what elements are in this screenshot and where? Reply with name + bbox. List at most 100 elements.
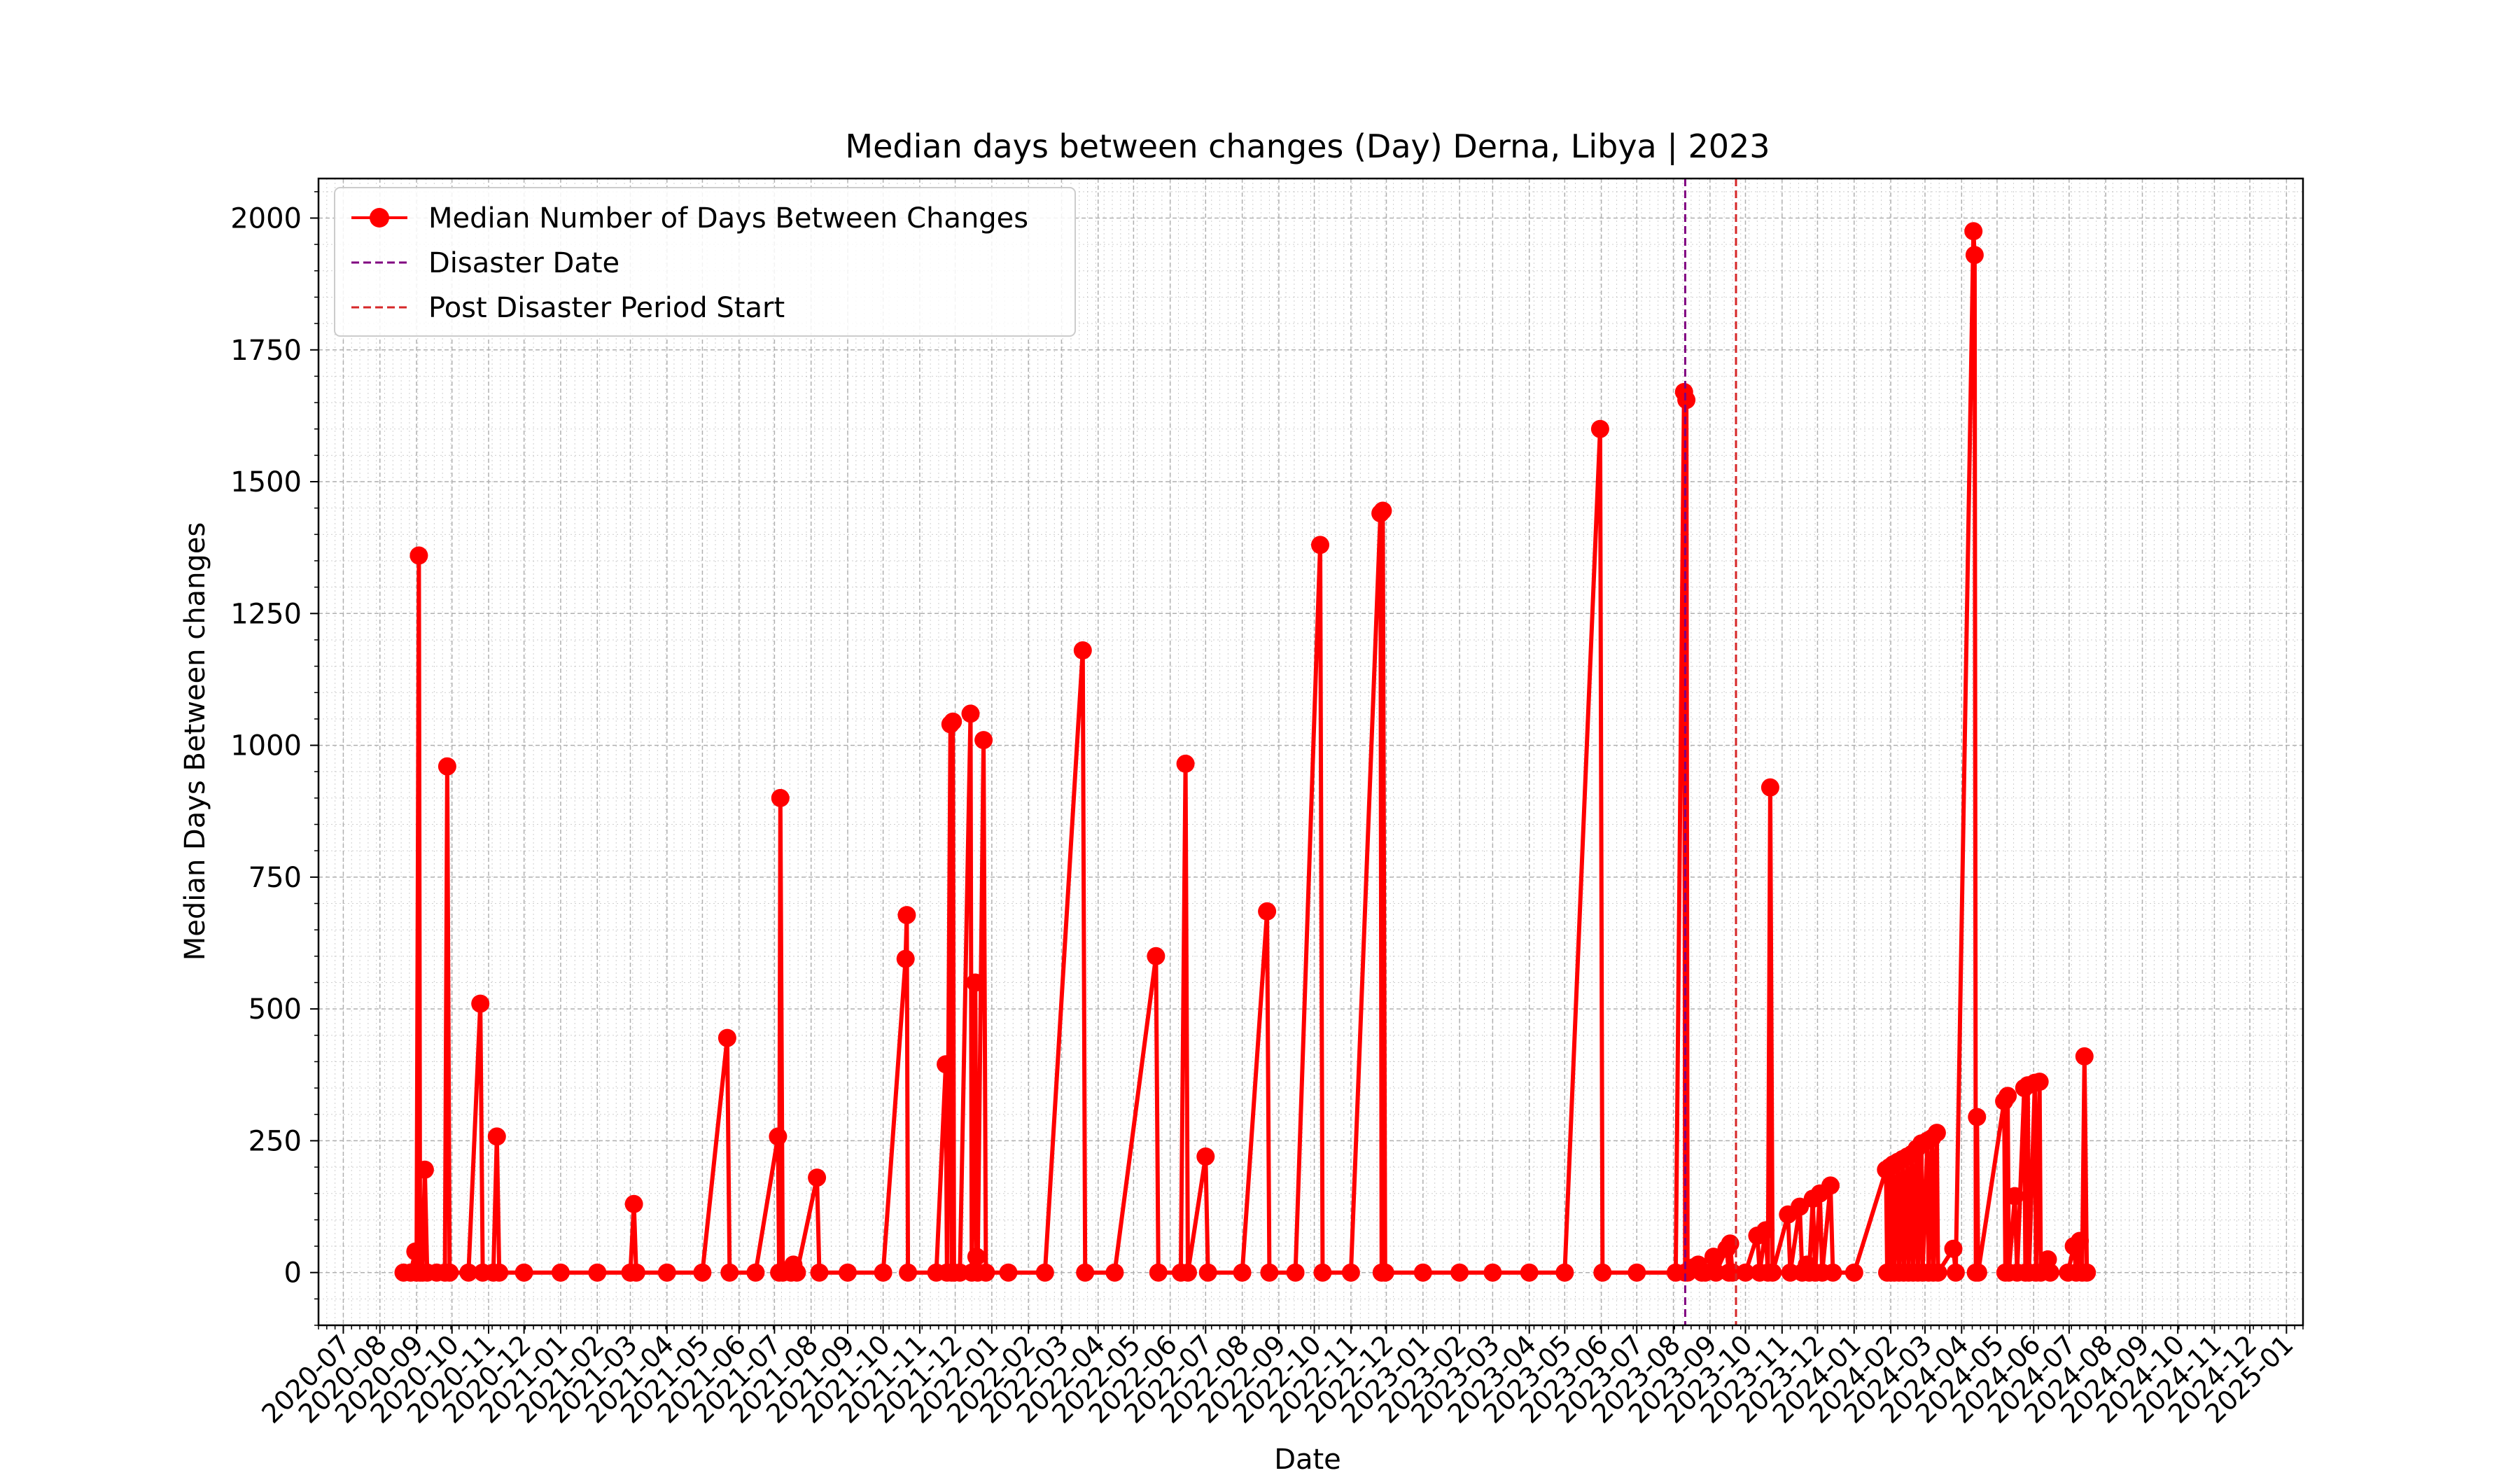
data-point: [1707, 1263, 1726, 1282]
data-point: [1073, 641, 1092, 659]
data-point: [1555, 1263, 1574, 1282]
data-point: [624, 1194, 643, 1213]
data-point: [1413, 1263, 1432, 1282]
series-layer: [394, 222, 2096, 1282]
y-tick-label: 0: [284, 1257, 302, 1290]
data-point: [769, 1127, 788, 1146]
data-point: [1483, 1263, 1502, 1282]
data-point: [896, 949, 915, 968]
data-point: [976, 1263, 995, 1282]
x-axis: 2020-072020-082020-092020-102020-112020-…: [255, 1325, 2304, 1430]
data-point: [2071, 1231, 2090, 1250]
data-point: [693, 1263, 712, 1282]
data-point: [487, 1127, 506, 1146]
data-point: [1035, 1263, 1054, 1282]
data-point: [588, 1263, 607, 1282]
data-point: [974, 731, 993, 750]
data-point: [1196, 1147, 1215, 1166]
data-point: [1704, 1248, 1723, 1266]
y-axis: 0 250 500 750 1000 1250 1500 1750 2000: [230, 191, 318, 1326]
y-tick-label: 1000: [230, 730, 302, 762]
data-point: [1450, 1263, 1469, 1282]
data-point: [746, 1263, 765, 1282]
data-point: [1946, 1263, 1965, 1282]
data-point: [1928, 1263, 1947, 1282]
legend: Median Number of Days Between Changes Di…: [334, 187, 1076, 337]
data-point: [1927, 1124, 1946, 1143]
data-point: [1756, 1221, 1775, 1240]
data-point: [967, 1248, 986, 1266]
data-point: [897, 906, 916, 925]
data-point: [1176, 754, 1195, 773]
data-point: [410, 546, 428, 565]
y-tick-label: 2000: [230, 202, 302, 235]
reference-lines: [1684, 179, 1737, 1325]
data-point: [1179, 1263, 1197, 1282]
y-tick-label: 1250: [230, 598, 302, 630]
data-point: [1520, 1263, 1539, 1282]
data-point: [471, 994, 490, 1013]
data-point: [1076, 1263, 1095, 1282]
data-point: [1965, 246, 1984, 265]
x-axis-label: Date: [1274, 1444, 1341, 1470]
data-point: [771, 788, 790, 807]
data-point: [1677, 391, 1696, 410]
data-point: [1944, 1239, 1963, 1258]
data-point: [2030, 1073, 2049, 1091]
chart-title: Median days between changes (Day) Derna,…: [845, 127, 1770, 166]
data-point: [2005, 1187, 2024, 1206]
data-point: [944, 712, 962, 731]
data-point: [415, 1160, 434, 1179]
y-tick-label: 1750: [230, 335, 302, 367]
data-point: [718, 1028, 736, 1047]
data-point: [551, 1263, 570, 1282]
data-point: [1763, 1263, 1782, 1282]
legend-series-marker: [370, 208, 389, 228]
data-point: [874, 1263, 892, 1282]
data-point: [1736, 1263, 1755, 1282]
data-point: [1721, 1234, 1740, 1253]
data-point: [966, 973, 985, 992]
data-point: [440, 1263, 459, 1282]
data-point: [810, 1263, 829, 1282]
data-point: [2040, 1263, 2059, 1282]
data-point: [657, 1263, 676, 1282]
data-point: [1147, 947, 1166, 965]
data-point: [438, 757, 456, 776]
data-point: [788, 1263, 806, 1282]
data-point: [1373, 501, 1392, 520]
data-point: [1286, 1263, 1305, 1282]
series-line: [403, 229, 2090, 1275]
data-point: [459, 1263, 478, 1282]
data-point: [2075, 1047, 2094, 1066]
data-point: [937, 1055, 955, 1074]
data-point: [1593, 1263, 1612, 1282]
y-tick-label: 750: [248, 862, 302, 894]
data-point: [1628, 1263, 1646, 1282]
data-point: [999, 1263, 1018, 1282]
data-point: [1964, 222, 1983, 241]
data-point: [490, 1263, 509, 1282]
data-point: [1313, 1263, 1332, 1282]
y-tick-label: 1500: [230, 466, 302, 498]
data-point: [1198, 1263, 1217, 1282]
data-point: [1823, 1263, 1842, 1282]
legend-box: [334, 187, 1076, 337]
data-point: [1968, 1263, 1987, 1282]
legend-series-label: Median Number of Days Between Changes: [428, 202, 1028, 235]
data-point: [961, 704, 980, 723]
legend-post-label: Post Disaster Period Start: [428, 292, 785, 324]
legend-disaster-label: Disaster Date: [428, 247, 620, 279]
data-point: [808, 1168, 827, 1187]
data-point: [1590, 419, 1609, 438]
data-point: [1105, 1263, 1124, 1282]
data-point: [626, 1263, 645, 1282]
data-point: [1341, 1263, 1360, 1282]
data-point: [1821, 1176, 1840, 1195]
data-point: [720, 1263, 739, 1282]
data-point: [839, 1263, 857, 1282]
data-point: [2078, 1263, 2096, 1282]
data-point: [1258, 902, 1277, 921]
data-point: [1376, 1263, 1394, 1282]
y-axis-label: Median Days Between changes: [179, 522, 211, 961]
